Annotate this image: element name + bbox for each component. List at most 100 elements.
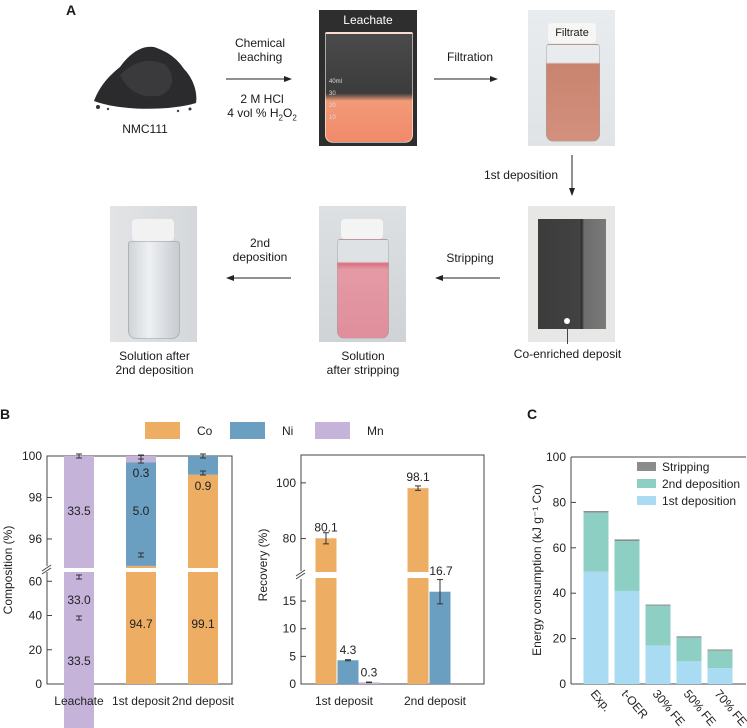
composition-bar-ni [188,456,218,475]
composition-bar-ni [126,462,156,566]
axis-break-gap [187,568,219,572]
stripping-arrow-icon [435,275,500,281]
axis-break-gap [406,572,430,578]
recovery-bar-co [407,488,429,684]
composition-ylabel: Composition (%) [1,526,15,615]
legend-swatch-co [145,422,180,439]
energy-legend-label: Stripping [662,460,709,474]
legend-swatch-ni [230,422,265,439]
energy-legend-swatch [637,496,656,505]
energy-legend-swatch [637,462,656,471]
recovery-value-label: 0.3 [361,665,378,679]
deposit-pointer-line [567,324,568,344]
energy-legend-swatch [637,479,656,488]
panel-b-label: B [0,406,11,422]
energy-ytick-label: 80 [553,495,567,509]
energy-bar-stripping [676,636,702,638]
peroxide-mid: O [283,106,293,120]
energy-bar-2nd-deposition [614,540,640,591]
final-caption-line1: Solution after [119,349,190,363]
energy-legend-label: 2nd deposition [662,477,740,491]
deposit-caption: Co-enriched deposit [513,347,622,361]
composition-value-label: 5.0 [133,504,150,518]
energy-bar-stripping [583,511,609,513]
beaker-mark: 20 [329,103,336,109]
vial-body [546,44,600,142]
energy-bar-stripping [707,649,733,651]
composition-ytick-label: 98 [29,490,43,504]
peroxide-prefix: 4 vol % H [227,106,279,120]
legend-label-co: Co [197,424,213,438]
beaker-mark: 40ml [329,79,343,85]
nmc-label: NMC111 [122,122,168,136]
filtration-label: Filtration [446,50,493,64]
composition-value-label: 0.3 [133,466,150,480]
axis-break-mark [41,564,52,572]
composition-value-label: 33.5 [67,504,91,518]
energy-ytick-label: 100 [546,450,566,464]
axis-break-gap [314,572,338,578]
energy-xtick-label: 30% FE [650,687,688,728]
beaker-marks: 40ml 30 20 10 [329,76,342,124]
energy-xtick-label: t-OER [619,687,651,722]
stripped-solution-caption: Solution after stripping [313,349,413,377]
composition-value-label: 99.1 [191,617,215,631]
filtrate-photo-label: Filtrate [555,27,589,39]
recovery-ylabel: Recovery (%) [256,529,270,602]
legend-label-ni: Ni [282,424,293,438]
composition-value-label: 0.9 [195,479,212,493]
second-dep-line1: 2nd [249,236,271,250]
composition-ytick-label: 0 [35,677,42,691]
axis-break-gap [125,568,157,572]
recovery-value-label: 4.3 [340,643,357,657]
second-dep-line2: deposition [232,250,288,264]
beaker-mark: 10 [329,115,336,121]
energy-bar-2nd-deposition [583,512,609,572]
energy-ytick-label: 0 [559,677,566,691]
final-caption-line2: 2nd deposition [115,363,194,377]
composition-ytick-label: 96 [29,532,43,546]
energy-ytick-label: 40 [553,586,567,600]
vial-cap [548,23,596,43]
leachate-photo: Leachate 40ml 30 20 10 [319,10,417,146]
energy-ytick-label: 20 [553,632,567,646]
energy-bar-1st-deposition [614,590,640,684]
composition-xtick-label: 2nd deposit [172,694,235,708]
vial-cap [132,219,174,241]
energy-legend-label: 1st deposition [662,494,736,508]
panel-c-label: C [527,406,538,422]
final-solution-caption: Solution after 2nd deposition [102,349,207,377]
peroxide-sub1: 2 [278,113,283,123]
recovery-ytick-label: 80 [283,532,297,546]
recovery-ytick-label: 0 [289,677,296,691]
deposit-photo [528,206,615,342]
filtration-arrow-icon [434,76,498,82]
composition-value-label: 94.7 [129,617,153,631]
energy-bar-1st-deposition [676,661,702,684]
recovery-bar-co [315,538,337,684]
leaching-arrow-icon [226,76,292,82]
energy-bar-stripping [645,604,671,606]
leaching-label-line1: Chemical [234,36,285,50]
beaker-mark: 30 [329,91,336,97]
recovery-bar-ni [337,660,359,684]
leaching-conditions: 2 M HCl 4 vol % H2O2 [214,92,310,125]
recovery-xtick-label: 2nd deposit [404,694,467,708]
stripped-caption-line2: after stripping [326,363,400,377]
nmc-powder-image [90,35,202,115]
leachate-photo-label: Leachate [343,13,393,27]
composition-xtick-label: 1st deposit [112,694,171,708]
energy-bar-2nd-deposition [707,650,733,669]
first-deposition-arrow-icon [569,155,575,196]
composition-bar-co [126,565,156,684]
axis-break-mark [295,569,306,577]
recovery-value-label: 98.1 [406,470,430,484]
energy-bar-1st-deposition [645,645,671,684]
composition-value-label: 33.0 [67,593,91,607]
recovery-value-label: 80.1 [314,520,338,534]
powder-pile-icon [94,46,197,113]
composition-value-label: 33.5 [67,654,91,668]
composition-ytick-label: 100 [22,449,42,463]
composition-ytick-label: 60 [29,574,43,588]
